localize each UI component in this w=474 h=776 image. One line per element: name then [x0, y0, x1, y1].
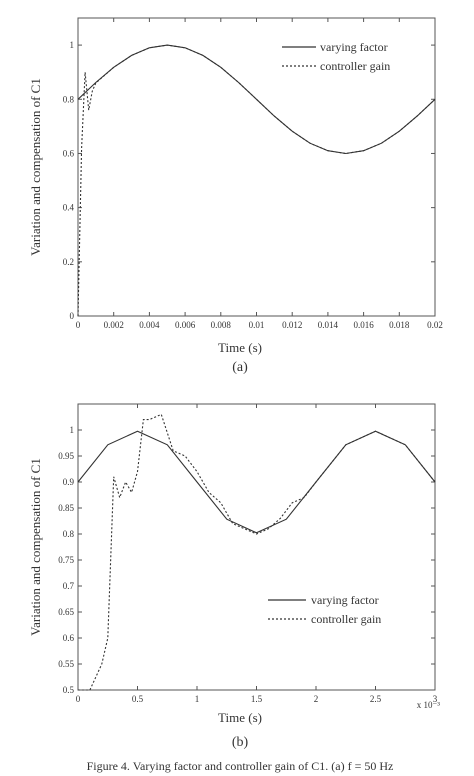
y-tick-label: 0.6 [63, 148, 75, 158]
legend-label-controller-gain: controller gain [320, 59, 390, 73]
series-group-b [77, 413, 436, 691]
x-tick-label: 0.006 [175, 320, 196, 330]
x-tick-label: 2.5 [370, 694, 382, 704]
x-tick-label: 0.5 [132, 694, 144, 704]
y-tick-label: 0.7 [63, 581, 75, 591]
x-ticks-b: 0 0.5 1 1.5 2 2.5 3 [76, 404, 438, 704]
x-tick-label: 0 [76, 320, 81, 330]
y-tick-label: 0.55 [58, 659, 74, 669]
plot-area-b [77, 403, 436, 691]
legend-a: varying factor controller gain [282, 40, 390, 73]
legend-label-controller-gain: controller gain [311, 612, 381, 626]
x-axis-multiplier-b: x 10⁻³ [417, 700, 441, 710]
y-tick-label: 0.8 [63, 94, 75, 104]
y-tick-label: 1 [70, 425, 75, 435]
x-tick-label: 0.014 [318, 320, 339, 330]
x-tick-label: 0.012 [282, 320, 302, 330]
x-tick-label: 1 [195, 694, 200, 704]
y-tick-label: 0.9 [63, 477, 75, 487]
y-tick-label: 0.4 [63, 203, 75, 213]
x-tick-label: 1.5 [251, 694, 263, 704]
x-tick-label: 0.02 [427, 320, 443, 330]
panel-label-b: (b) [232, 735, 249, 750]
x-tick-label: 0.01 [249, 320, 265, 330]
series-line-controller-gain [77, 44, 436, 317]
x-tick-label: 0.008 [211, 320, 232, 330]
y-axis-label-b: Variation and compensation of C1 [28, 458, 43, 636]
x-axis-label-a: Time (s) [218, 340, 262, 355]
y-axis-label-a: Variation and compensation of C1 [28, 78, 43, 256]
chart-panel-a: 0 0.2 0.4 0.6 0.8 1 0 0.002 0.004 0.006 0.008 0.01… [28, 17, 443, 375]
chart-panel-b: 0.50.550.60.650.70.750.80.850.90.951 0 0.… [28, 403, 441, 750]
series-line-controller-gain [78, 413, 436, 691]
y-tick-label: 0.95 [58, 451, 74, 461]
x-axis-label-b: Time (s) [218, 710, 262, 725]
series-line-varying-factor [77, 430, 436, 534]
x-tick-label: 0.002 [104, 320, 124, 330]
x-tick-label: 0.018 [389, 320, 410, 330]
legend-label-varying-factor: varying factor [311, 593, 379, 607]
y-tick-label: 0 [70, 311, 75, 321]
series-group-a [77, 44, 436, 317]
x-tick-label: 2 [314, 694, 319, 704]
x-tick-label: 0.004 [139, 320, 160, 330]
legend-b: varying factor controller gain [268, 593, 381, 626]
y-tick-label: 1 [70, 40, 75, 50]
y-ticks-a: 0 0.2 0.4 0.6 0.8 1 [63, 40, 435, 321]
legend-label-varying-factor: varying factor [320, 40, 388, 54]
y-tick-label: 0.2 [63, 257, 74, 267]
y-tick-label: 0.6 [63, 633, 75, 643]
y-tick-label: 0.75 [58, 555, 74, 565]
y-tick-label: 0.8 [63, 529, 75, 539]
y-ticks-b: 0.5 0.55 0.6 0.65 0.7 0.75 0.8 0.85 0.9 0.95 1 [58, 425, 435, 695]
x-tick-label: 0 [76, 694, 81, 704]
x-ticks-a: 0 0.002 0.004 0.006 0.008 0.01 0.012 0.014 0.016… [76, 18, 443, 330]
x-tick-label: 3 [433, 694, 438, 704]
x-tick-label: 0.016 [353, 320, 374, 330]
panel-label-a: (a) [232, 360, 248, 375]
y-tick-label: 0.65 [58, 607, 74, 617]
y-tick-label: 0.85 [58, 503, 74, 513]
figure-caption: Figure 4. Varying factor and controller … [87, 759, 394, 773]
y-tick-label: 0.5 [63, 685, 75, 695]
